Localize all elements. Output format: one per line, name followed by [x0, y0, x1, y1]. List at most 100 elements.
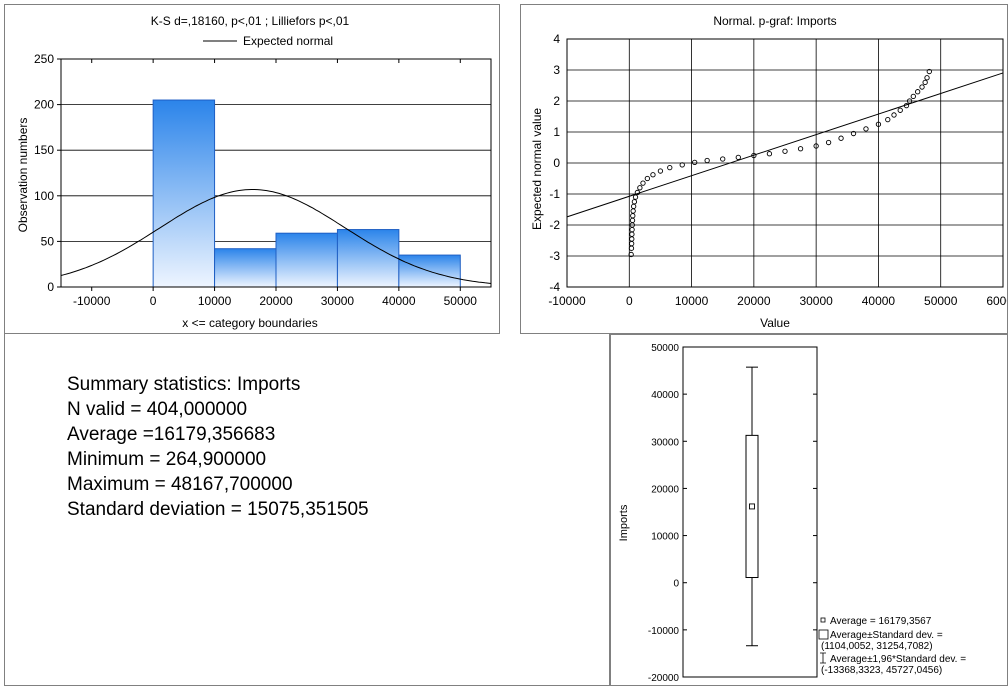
histogram-bar — [336, 229, 400, 288]
y-tick-label: 10000 — [651, 532, 679, 543]
x-tick-label: 50000 — [444, 294, 478, 308]
probplot-plot-frame — [566, 38, 1004, 288]
y-tick-label: 0 — [47, 280, 54, 294]
y-tick-label: -4 — [549, 280, 560, 294]
data-point — [629, 217, 636, 224]
summary-stddev: Standard deviation = 15075,351505 — [67, 499, 369, 520]
data-point — [629, 231, 635, 237]
x-tick-label: 10000 — [675, 294, 709, 308]
boxplot-plot-frame — [682, 346, 818, 678]
y-tick-label: 200 — [34, 98, 54, 112]
histogram-xlabel: x <= category boundaries — [182, 316, 317, 330]
summary-n-valid: N valid = 404,000000 — [67, 399, 248, 420]
reference-line — [566, 72, 1004, 218]
data-point — [735, 154, 741, 161]
data-point — [797, 146, 804, 152]
boxplot-panel: Imports -20000 -10000 0 10000 20000 30000 4000… — [610, 334, 1008, 686]
data-point — [644, 175, 650, 182]
x-tick-label: 0 — [626, 294, 633, 308]
summary-maximum: Maximum = 48167,700000 — [67, 474, 293, 495]
histogram-panel: K-S d=,18160, p<,01 ; Lilliefors p<,01 E… — [4, 4, 500, 334]
data-point — [679, 162, 685, 168]
data-point — [782, 148, 788, 154]
probplot-title: Normal. p-graf: Imports — [713, 14, 836, 28]
data-point — [897, 107, 903, 113]
histogram-bar — [152, 99, 216, 288]
x-tick-label: 30000 — [321, 294, 355, 308]
data-point — [915, 89, 921, 95]
y-tick-label: -3 — [549, 249, 560, 263]
y-tick-label: 4 — [553, 32, 560, 46]
legend-box-label-1: Average±Standard dev. = — [830, 630, 943, 641]
legend-whisker-marker — [820, 652, 826, 664]
y-tick-label: -2 — [549, 218, 560, 232]
data-point — [650, 172, 656, 178]
legend-box-label-2: (1104,0052, 31254,7082) — [821, 641, 933, 652]
summary-title: Summary statistics: Imports — [67, 374, 301, 395]
histogram-bar — [275, 232, 338, 288]
data-point — [720, 156, 726, 162]
legend-mean-label: Average = 16179,3567 — [830, 616, 932, 627]
x-tick-label: 20000 — [259, 294, 293, 308]
data-point — [629, 226, 635, 233]
data-point — [628, 245, 635, 251]
y-tick-label: -1 — [549, 187, 560, 201]
probplot-ylabel: Expected normal value — [530, 108, 544, 230]
mean-marker — [749, 503, 755, 510]
data-point — [863, 126, 869, 132]
data-point — [704, 157, 710, 164]
legend-box-marker — [818, 629, 829, 640]
x-tick-label: 60000 — [986, 294, 1007, 308]
y-tick-label: 1 — [553, 125, 560, 139]
data-point — [903, 103, 910, 109]
data-point — [630, 208, 636, 214]
data-point — [631, 199, 638, 205]
data-point — [875, 121, 882, 127]
y-tick-label: -20000 — [648, 673, 680, 684]
histogram-ylabel: Observation numbers — [16, 118, 30, 233]
summary-panel: Summary statistics: Imports N valid = 40… — [4, 334, 610, 686]
x-tick-label: 50000 — [924, 294, 958, 308]
data-point — [634, 189, 641, 196]
x-tick-label: 40000 — [862, 294, 896, 308]
summary-average: Average =16179,356683 — [67, 424, 276, 445]
data-point — [692, 159, 698, 166]
y-tick-label: 40000 — [651, 390, 679, 401]
data-point — [629, 240, 635, 247]
x-tick-label: 20000 — [737, 294, 771, 308]
data-point — [910, 93, 916, 100]
data-point — [751, 152, 757, 159]
data-point — [926, 68, 932, 75]
data-point — [632, 194, 639, 200]
boxplot-ylabel: Imports — [618, 504, 630, 541]
y-tick-label: 3 — [553, 63, 560, 77]
data-point — [919, 84, 925, 90]
data-point — [825, 139, 832, 146]
data-point — [838, 135, 844, 141]
boxplot-chart: Imports -20000 -10000 0 10000 20000 30000 4000… — [618, 343, 966, 684]
histogram-title: K-S d=,18160, p<,01 ; Lilliefors p<,01 — [151, 14, 350, 28]
y-tick-label: 0 — [673, 579, 679, 590]
x-tick-label: 10000 — [198, 294, 232, 308]
legend-whisker-label-1: Average±1,96*Standard dev. = — [830, 654, 966, 665]
data-point — [922, 79, 928, 86]
data-point — [850, 130, 857, 137]
histogram-plot-frame — [60, 58, 492, 288]
probplot-panel: Normal. p-graf: Imports Value Expected n… — [520, 4, 1008, 334]
data-point — [906, 98, 913, 104]
y-tick-label: 2 — [553, 94, 560, 108]
x-tick-label: 0 — [150, 294, 157, 308]
x-tick-label: -10000 — [548, 294, 586, 308]
y-tick-label: 30000 — [651, 437, 679, 448]
data-point — [630, 203, 637, 210]
probplot-xlabel: Value — [760, 316, 790, 330]
y-tick-label: 50 — [41, 234, 55, 248]
probplot-chart: Normal. p-graf: Imports Value Expected n… — [530, 14, 1008, 330]
normal-curve — [60, 189, 492, 284]
data-point — [628, 251, 634, 258]
x-tick-label: 30000 — [799, 294, 833, 308]
y-tick-label: 150 — [34, 143, 54, 157]
x-tick-label: -10000 — [73, 294, 111, 308]
data-point — [667, 164, 673, 171]
data-point — [924, 75, 930, 81]
